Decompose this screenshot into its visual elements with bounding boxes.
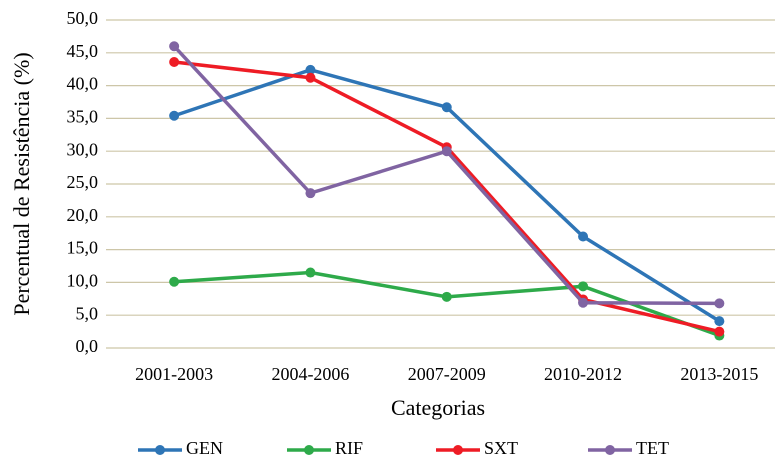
- data-point: [714, 316, 725, 327]
- data-point: [305, 267, 316, 278]
- data-point: [305, 188, 316, 199]
- series-line: [172, 45, 720, 306]
- legend-label: TET: [636, 438, 669, 458]
- x-tick-label: 2004-2006: [271, 364, 349, 384]
- legend-marker: [155, 445, 165, 455]
- data-point: [714, 326, 725, 337]
- data-point: [169, 110, 180, 121]
- legend-label: SXT: [484, 438, 518, 458]
- x-axis-label: Categorias: [391, 395, 485, 420]
- x-tick-label: 2013-2015: [680, 364, 758, 384]
- data-point: [169, 41, 180, 52]
- data-point: [714, 298, 725, 309]
- y-axis-label: Percentual de Resistência (%): [9, 52, 34, 315]
- data-point: [578, 281, 589, 292]
- data-point: [441, 146, 452, 157]
- x-tick-label: 2010-2012: [544, 364, 622, 384]
- legend-marker: [605, 445, 615, 455]
- y-tick-label: 40,0: [67, 74, 99, 94]
- y-tick-label: 5,0: [76, 303, 99, 323]
- data-point: [578, 231, 589, 242]
- y-tick-label: 15,0: [67, 238, 99, 258]
- data-point: [169, 56, 180, 67]
- data-point: [305, 72, 316, 83]
- data-point: [169, 276, 180, 287]
- legend-marker: [304, 445, 314, 455]
- x-tick-label: 2007-2009: [408, 364, 486, 384]
- data-point: [578, 297, 589, 308]
- data-point: [441, 291, 452, 302]
- y-tick-label: 45,0: [67, 41, 99, 61]
- legend-label: GEN: [186, 438, 223, 458]
- y-tick-label: 25,0: [67, 172, 99, 192]
- y-tick-label: 35,0: [67, 107, 99, 127]
- legend-marker: [453, 445, 463, 455]
- x-tick-label: 2001-2003: [135, 364, 213, 384]
- y-tick-label: 10,0: [67, 271, 99, 291]
- data-point: [441, 102, 452, 113]
- data-point: [305, 64, 316, 75]
- legend-label: RIF: [335, 438, 363, 458]
- y-tick-label: 20,0: [67, 205, 99, 225]
- y-tick-label: 0,0: [76, 336, 99, 356]
- y-tick-label: 30,0: [67, 139, 99, 159]
- y-tick-label: 50,0: [67, 8, 99, 28]
